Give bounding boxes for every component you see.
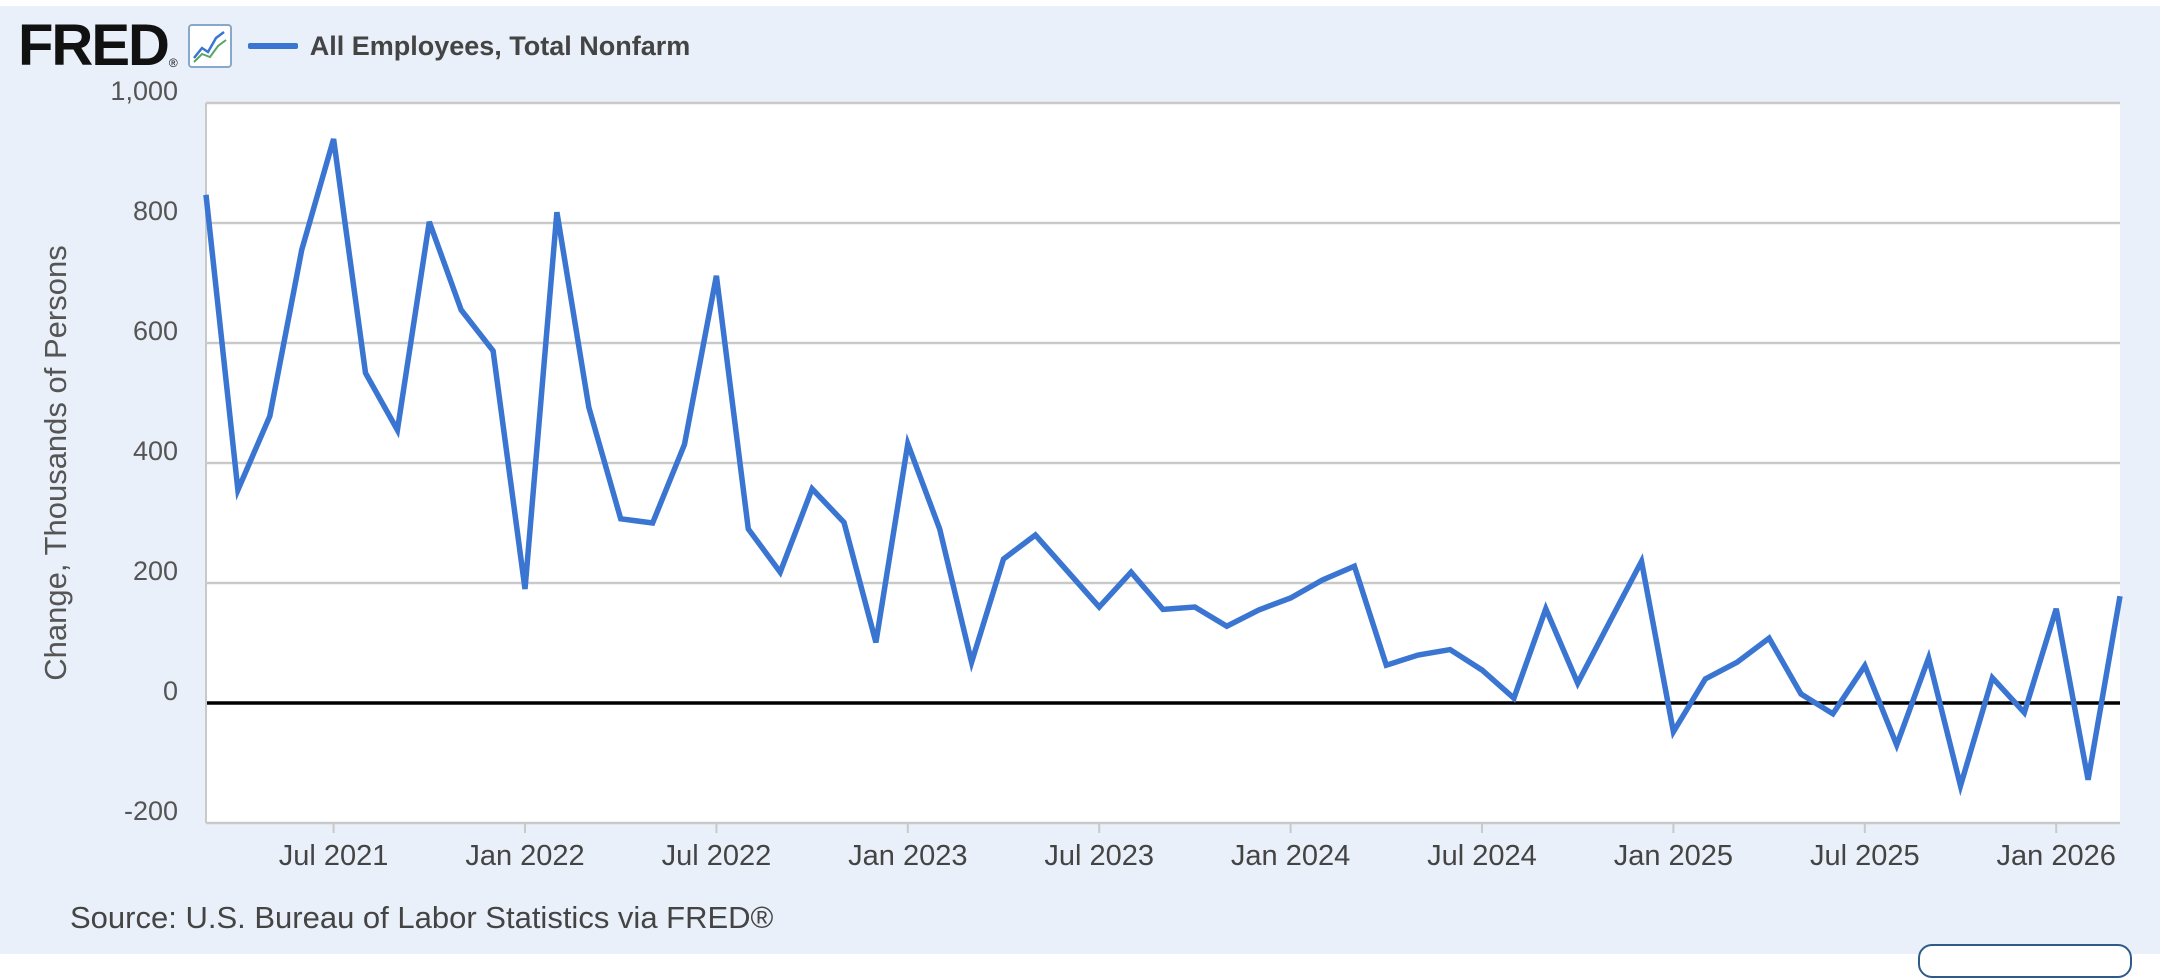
x-tick-label: Jan 2025 xyxy=(1614,840,1733,872)
y-tick-label: 200 xyxy=(133,556,178,586)
data-point[interactable] xyxy=(1510,694,1518,702)
data-point[interactable] xyxy=(2116,592,2124,600)
data-point[interactable] xyxy=(776,568,784,576)
y-tick-label: 1,000 xyxy=(110,76,178,106)
legend-swatch xyxy=(247,43,298,49)
chart-line-icon[interactable] xyxy=(187,24,232,68)
data-point[interactable] xyxy=(1701,675,1709,683)
data-point[interactable] xyxy=(1255,606,1263,614)
registered-mark: ® xyxy=(168,56,178,70)
y-axis-ticks: -200 0 200 400 600 800 1,000 xyxy=(110,76,178,826)
x-tick-label: Jan 2026 xyxy=(1997,840,2116,872)
data-point[interactable] xyxy=(1159,605,1167,613)
y-tick-label: 600 xyxy=(133,316,178,346)
legend-label[interactable]: All Employees, Total Nonfarm xyxy=(309,30,691,61)
data-point[interactable] xyxy=(1957,782,1965,790)
x-tick-label: Jan 2022 xyxy=(465,840,584,872)
data-point[interactable] xyxy=(1223,622,1231,630)
data-point[interactable] xyxy=(489,347,497,355)
data-point[interactable] xyxy=(840,518,848,526)
fred-logo[interactable]: FRED xyxy=(18,13,170,78)
data-point[interactable] xyxy=(553,208,561,216)
data-point[interactable] xyxy=(2052,605,2060,613)
data-point[interactable] xyxy=(266,412,274,420)
data-point[interactable] xyxy=(808,485,816,493)
data-point[interactable] xyxy=(202,191,210,199)
data-point[interactable] xyxy=(1574,679,1582,687)
x-tick-label: Jan 2023 xyxy=(848,840,967,872)
series-layer xyxy=(202,135,2124,797)
data-point[interactable] xyxy=(1893,741,1901,749)
data-point[interactable] xyxy=(872,638,880,646)
data-point[interactable] xyxy=(1446,646,1454,654)
data-point[interactable] xyxy=(1669,728,1677,736)
data-point[interactable] xyxy=(1063,567,1071,575)
data-point[interactable] xyxy=(936,525,944,533)
data-point[interactable] xyxy=(330,135,338,143)
data-point[interactable] xyxy=(1765,634,1773,642)
x-tick-label: Jul 2021 xyxy=(279,840,389,872)
data-point[interactable] xyxy=(744,525,752,533)
data-point[interactable] xyxy=(712,272,720,280)
data-point[interactable] xyxy=(1542,605,1550,613)
data-point[interactable] xyxy=(234,486,242,494)
data-point[interactable] xyxy=(1319,576,1327,584)
y-tick-label: 800 xyxy=(133,196,178,226)
data-point[interactable] xyxy=(1350,562,1358,570)
data-point[interactable] xyxy=(1988,674,1996,682)
grid-lines xyxy=(205,101,2120,825)
source-text: Source: U.S. Bureau of Labor Statistics … xyxy=(70,900,774,935)
x-tick-label: Jan 2024 xyxy=(1231,840,1350,872)
chart-header: FRED ® All Employees, Total Nonfarm xyxy=(18,16,690,76)
data-point[interactable] xyxy=(393,426,401,434)
data-point[interactable] xyxy=(585,403,593,411)
data-point[interactable] xyxy=(298,246,306,254)
data-point[interactable] xyxy=(1638,557,1646,565)
series-line[interactable] xyxy=(203,138,2123,797)
data-point[interactable] xyxy=(2084,776,2092,784)
y-axis-label: Change, Thousands of Persons xyxy=(38,245,73,680)
y-tick-label: 0 xyxy=(163,676,178,706)
y-tick-label: -200 xyxy=(124,796,178,826)
x-tick-label: Jul 2023 xyxy=(1044,840,1154,872)
data-point[interactable] xyxy=(1478,666,1486,674)
data-point[interactable] xyxy=(1031,531,1039,539)
data-point[interactable] xyxy=(362,369,370,377)
data-point[interactable] xyxy=(1095,603,1103,611)
x-tick-label: Jul 2025 xyxy=(1810,840,1920,872)
x-axis-ticks: Jul 2021 Jan 2022 Jul 2022 Jan 2023 Jul 2023… xyxy=(279,823,2116,872)
data-point[interactable] xyxy=(1829,710,1837,718)
data-point[interactable] xyxy=(968,658,976,666)
data-point[interactable] xyxy=(1382,661,1390,669)
data-point[interactable] xyxy=(1000,555,1008,563)
y-tick-label: 400 xyxy=(133,436,178,466)
data-point[interactable] xyxy=(681,440,689,448)
data-point[interactable] xyxy=(2020,709,2028,717)
action-button[interactable] xyxy=(1918,944,2132,978)
data-point[interactable] xyxy=(1797,690,1805,698)
data-point[interactable] xyxy=(904,440,912,448)
x-tick-label: Jul 2022 xyxy=(662,840,772,872)
data-point[interactable] xyxy=(1861,662,1869,670)
data-point[interactable] xyxy=(617,515,625,523)
data-point[interactable] xyxy=(1733,658,1741,666)
data-point[interactable] xyxy=(521,585,529,593)
data-point[interactable] xyxy=(1191,603,1199,611)
data-point[interactable] xyxy=(649,519,657,527)
data-point[interactable] xyxy=(457,306,465,314)
data-point[interactable] xyxy=(1287,594,1295,602)
data-point[interactable] xyxy=(1127,568,1135,576)
x-tick-label: Jul 2024 xyxy=(1427,840,1537,872)
data-point[interactable] xyxy=(1414,651,1422,659)
data-point[interactable] xyxy=(1925,654,1933,662)
data-point[interactable] xyxy=(425,218,433,226)
data-point[interactable] xyxy=(1606,618,1614,626)
